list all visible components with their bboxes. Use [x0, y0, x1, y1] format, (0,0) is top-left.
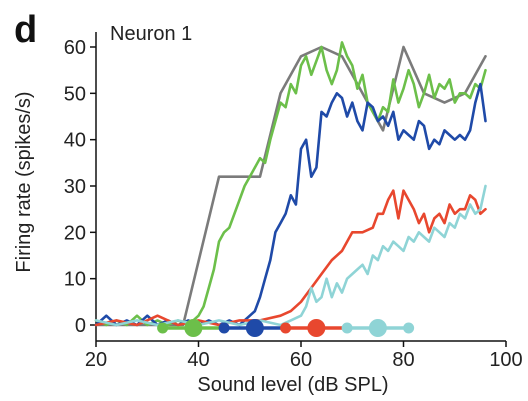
threshold-marker-4: [245, 319, 264, 337]
y-tick-label: 10: [64, 269, 86, 291]
x-tick-label: 100: [489, 349, 522, 371]
y-tick-label: 40: [64, 130, 86, 152]
threshold-marker-2: [184, 319, 203, 337]
x-tick-label: 40: [187, 349, 209, 371]
chart-title: Neuron 1: [110, 23, 192, 45]
series-line-3: [94, 82, 487, 327]
series-layer: [94, 41, 487, 327]
y-tick-label: 60: [64, 37, 86, 59]
x-ticks: 20 40 60 80 100: [85, 341, 523, 371]
threshold-marker-6: [307, 319, 326, 337]
threshold-marker-5: [280, 322, 292, 334]
threshold-marker-layer: [157, 319, 415, 337]
y-tick-label: 30: [64, 176, 86, 198]
threshold-marker-3: [218, 322, 230, 334]
y-tick-label: 50: [64, 83, 86, 105]
x-tick-label: 20: [85, 349, 107, 371]
threshold-marker-9: [403, 322, 415, 334]
y-ticks: 0 10 20 30 40 50 60: [64, 37, 96, 337]
y-tick-label: 0: [75, 315, 86, 337]
x-tick-label: 80: [392, 349, 414, 371]
threshold-marker-1: [157, 322, 169, 334]
series-line-2: [94, 41, 487, 327]
axes: 0 10 20 30 40 50 60 20 40 60 80 100: [64, 32, 523, 371]
series-line-4: [94, 189, 487, 327]
panel-letter: d: [14, 9, 37, 51]
y-axis-label: Firing rate (spikes/s): [13, 91, 35, 272]
x-tick-label: 60: [290, 349, 312, 371]
y-tick-label: 20: [64, 222, 86, 244]
x-axis-label: Sound level (dB SPL): [197, 374, 388, 396]
series-line-5: [94, 184, 487, 327]
threshold-marker-8: [368, 319, 387, 337]
threshold-marker-7: [341, 322, 353, 334]
